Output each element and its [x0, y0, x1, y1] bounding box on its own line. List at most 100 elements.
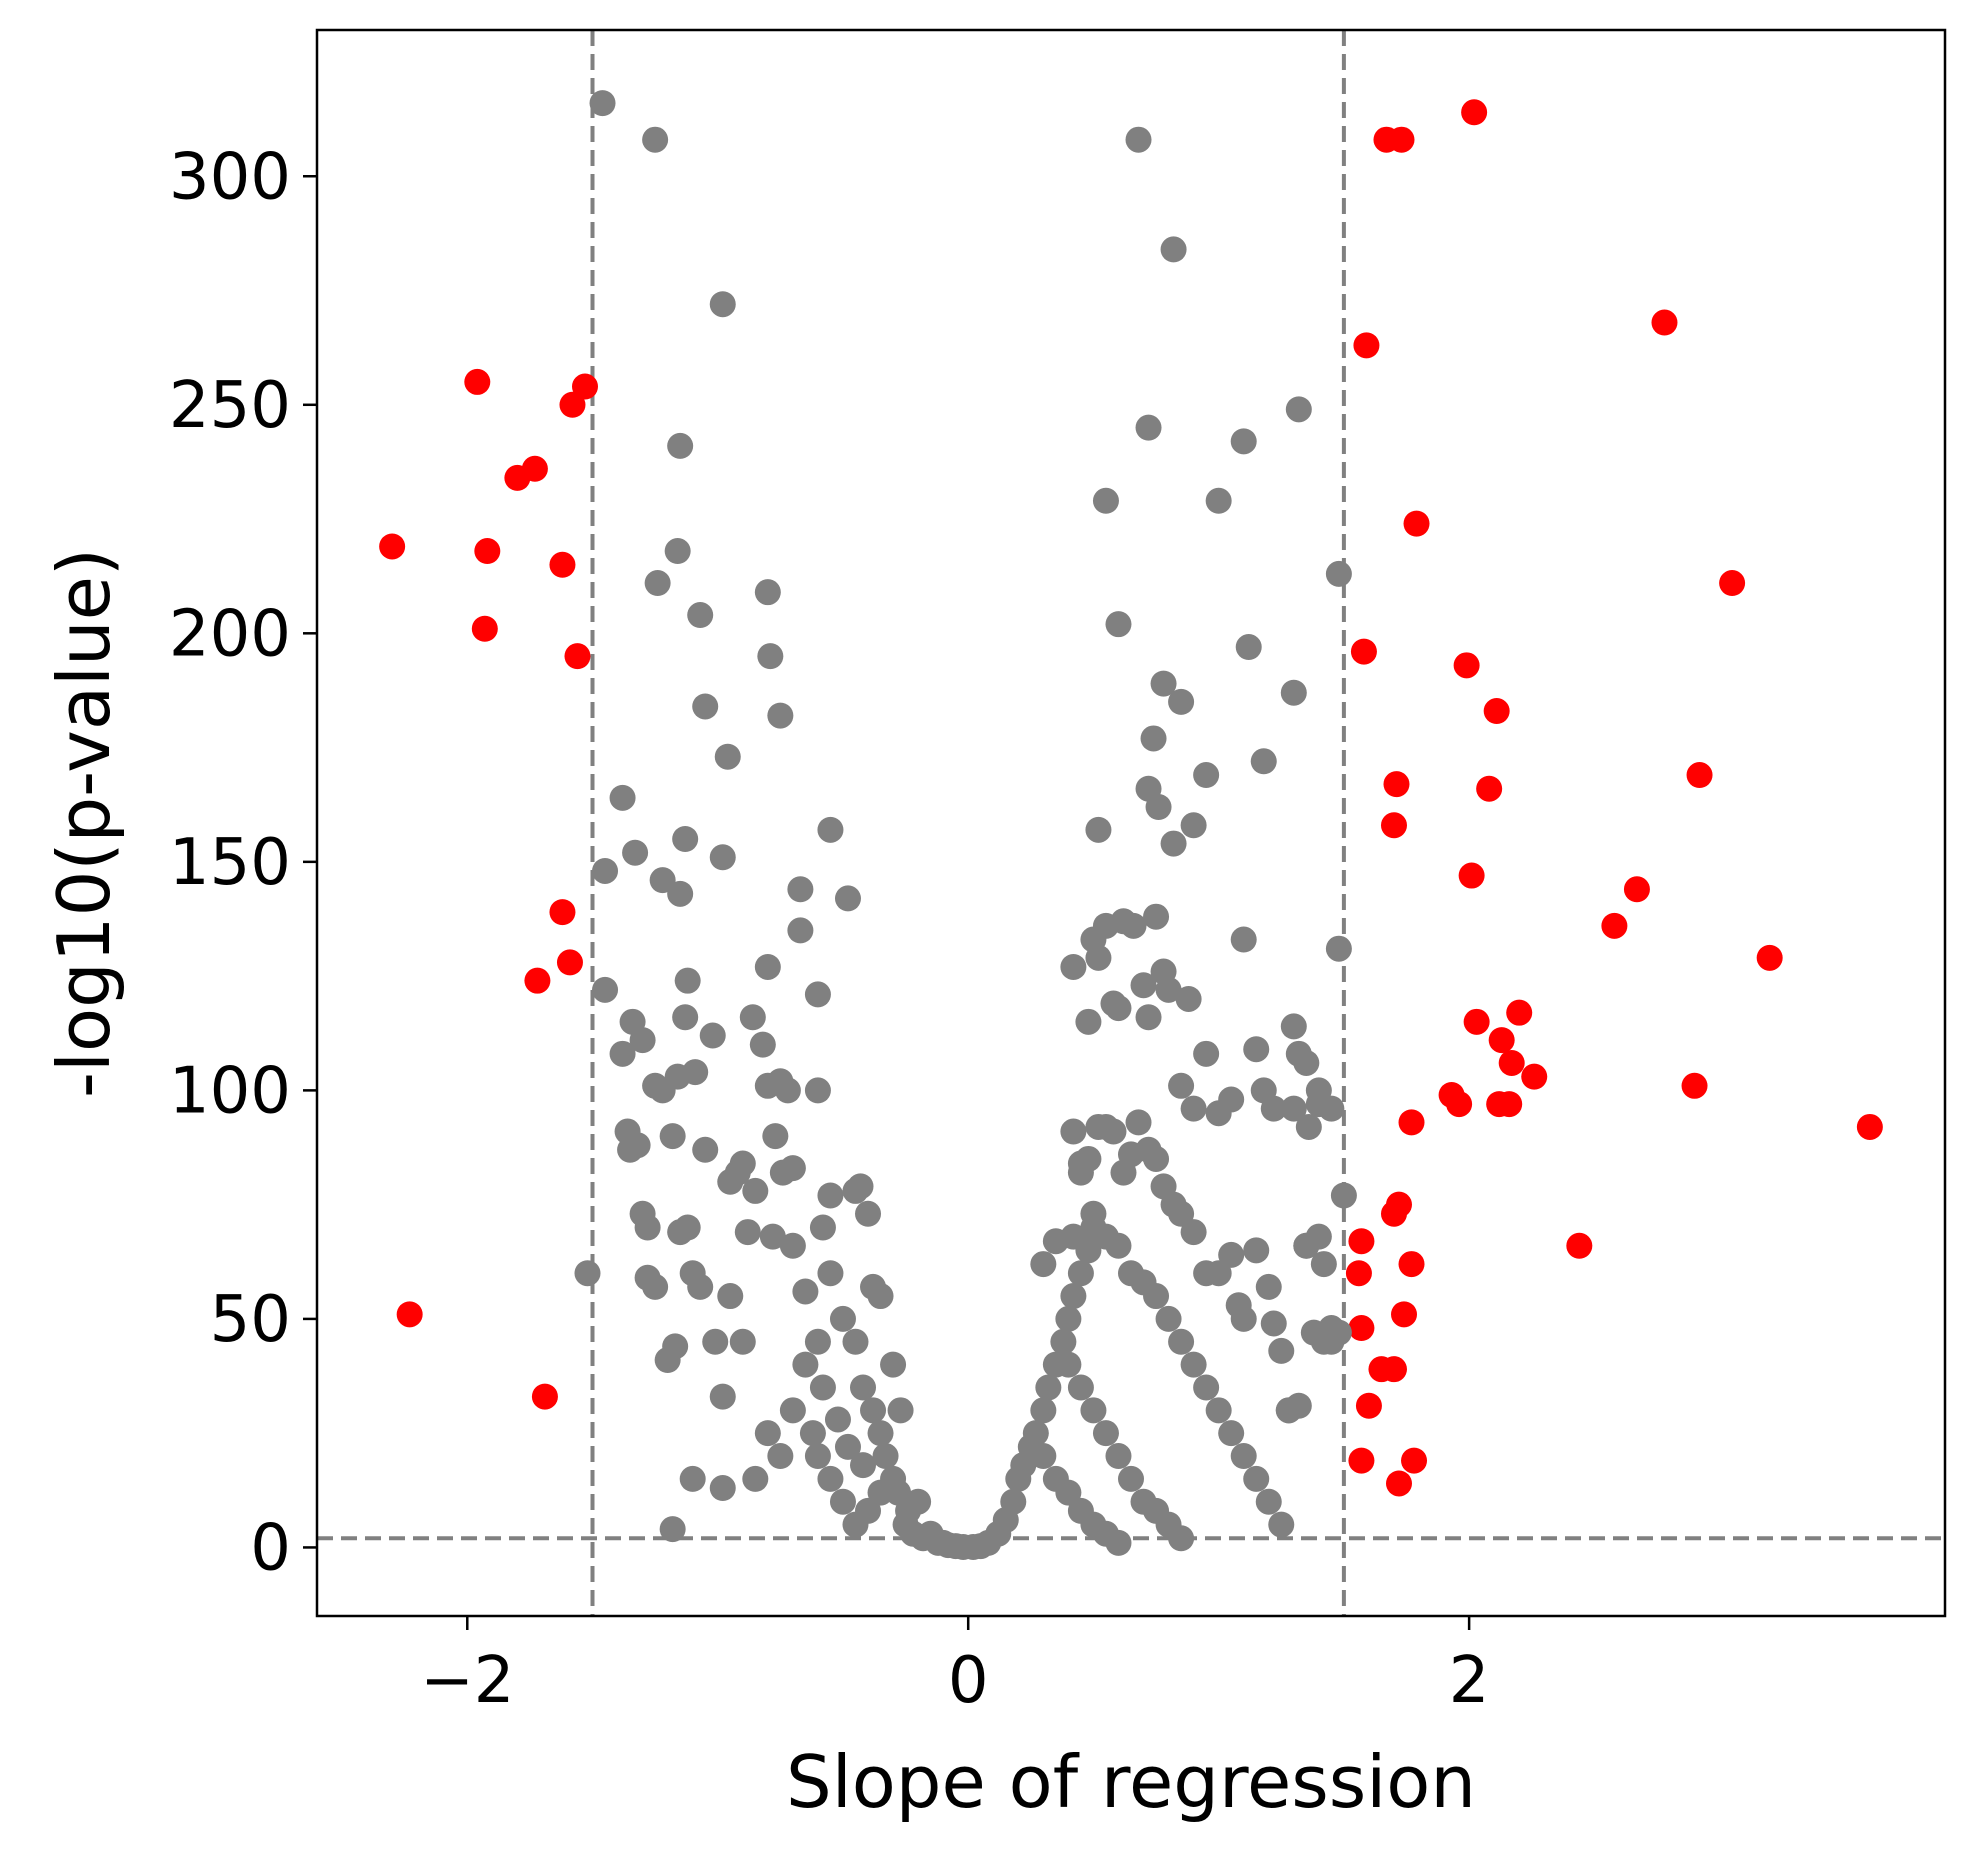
y-tick-label-0: 0 — [250, 1511, 291, 1585]
data-point-s0-56 — [1719, 570, 1746, 597]
data-point-s0-2 — [464, 368, 491, 395]
data-point-s1-53 — [787, 876, 814, 903]
data-point-s1-196 — [1243, 1036, 1270, 1063]
data-point-s1-159 — [1205, 1260, 1232, 1287]
y-tick-label-6: 300 — [169, 140, 291, 214]
data-point-s1-227 — [1080, 1200, 1107, 1227]
data-point-s1-132 — [1030, 1397, 1057, 1424]
data-point-s1-143 — [1060, 1223, 1087, 1250]
data-point-s1-115 — [855, 1497, 882, 1524]
data-point-s0-13 — [564, 643, 591, 670]
data-point-s1-117 — [799, 1420, 826, 1447]
data-point-s0-29 — [1385, 1470, 1412, 1497]
data-point-s1-54 — [787, 917, 814, 944]
data-point-s1-86 — [779, 1232, 806, 1259]
data-point-s1-136 — [1055, 1305, 1082, 1332]
data-point-s1-176 — [1075, 1008, 1102, 1035]
data-point-s1-195 — [1230, 926, 1257, 953]
data-point-s0-42 — [1476, 775, 1503, 802]
data-point-s0-54 — [1681, 1072, 1708, 1099]
data-point-s1-259 — [1105, 1529, 1132, 1556]
data-point-s1-59 — [834, 885, 861, 912]
data-point-s1-24 — [674, 967, 701, 994]
data-point-s0-38 — [1453, 652, 1480, 679]
data-point-s1-184 — [1130, 972, 1157, 999]
data-point-s1-248 — [1118, 1465, 1144, 1492]
data-point-s1-220 — [1325, 560, 1352, 587]
data-point-s1-58 — [817, 1182, 844, 1209]
data-point-s1-43 — [734, 1219, 761, 1246]
data-point-s1-247 — [1105, 1443, 1132, 1470]
data-point-s1-174 — [1330, 1182, 1357, 1209]
data-point-s1-171 — [1310, 1251, 1337, 1278]
data-point-s0-41 — [1463, 1008, 1490, 1035]
data-point-s1-34 — [702, 1328, 729, 1355]
data-point-s1-118 — [809, 1374, 836, 1401]
data-point-s0-4 — [474, 538, 501, 565]
data-point-s1-181 — [1105, 995, 1132, 1022]
data-point-s1-192 — [1193, 1040, 1220, 1067]
data-point-s1-127 — [1000, 1488, 1027, 1515]
data-point-s1-232 — [1143, 1283, 1170, 1310]
x-tick-label-1: 0 — [948, 1644, 989, 1718]
data-point-s1-135 — [1050, 1328, 1077, 1355]
data-point-s0-30 — [1388, 126, 1415, 153]
data-point-s1-23 — [667, 880, 694, 907]
data-point-s1-78 — [757, 643, 784, 670]
data-point-s1-211 — [1168, 688, 1195, 715]
data-point-s1-95 — [867, 1420, 894, 1447]
data-point-s1-148 — [1100, 1118, 1127, 1145]
data-point-s0-26 — [1383, 771, 1410, 798]
data-point-s1-17 — [649, 867, 676, 894]
data-point-s0-37 — [1446, 1091, 1473, 1118]
data-point-s0-19 — [1353, 332, 1380, 359]
data-point-s0-17 — [1345, 1260, 1372, 1287]
data-point-s1-212 — [1180, 812, 1207, 839]
data-point-s1-10 — [617, 1136, 644, 1163]
data-point-s1-92 — [842, 1328, 869, 1355]
data-point-s1-209 — [1150, 670, 1177, 697]
data-point-s1-91 — [829, 1305, 856, 1332]
data-point-s0-11 — [556, 949, 583, 976]
data-point-s0-20 — [1355, 1392, 1382, 1419]
data-point-s1-218 — [1280, 679, 1307, 706]
data-point-s0-53 — [1651, 309, 1678, 336]
data-point-s1-210 — [1160, 830, 1187, 857]
x-axis-ticks: −2 0 2 — [420, 1616, 1489, 1718]
data-point-s0-16 — [1348, 1315, 1375, 1342]
data-point-s1-178 — [1085, 944, 1112, 971]
data-point-s1-215 — [1230, 428, 1257, 455]
data-point-s1-234 — [1168, 1328, 1195, 1355]
data-point-s1-223 — [1135, 414, 1162, 441]
data-point-s1-26 — [682, 1059, 709, 1086]
data-point-s1-55 — [804, 1077, 831, 1104]
data-point-s1-25 — [672, 1004, 699, 1031]
data-point-s1-61 — [847, 1173, 874, 1200]
x-tick-label-0: −2 — [420, 1644, 514, 1718]
data-point-s1-242 — [1268, 1511, 1295, 1538]
data-point-s1-222 — [1125, 126, 1152, 153]
data-point-s1-79 — [767, 702, 794, 729]
data-point-s1-35 — [709, 1383, 736, 1410]
y-tick-label-2: 100 — [169, 1054, 291, 1128]
data-point-s1-18 — [659, 1123, 686, 1150]
data-point-s1-71 — [642, 126, 669, 153]
y-axis-title: -log10(p-value) — [42, 548, 126, 1098]
data-point-s1-191 — [1180, 1095, 1207, 1122]
data-point-s1-68 — [905, 1488, 932, 1515]
data-point-s1-233 — [1155, 1305, 1182, 1332]
data-point-s1-106 — [792, 1351, 819, 1378]
data-point-s0-57 — [1756, 944, 1783, 971]
data-point-s1-111 — [804, 1443, 831, 1470]
data-point-s1-33 — [687, 1273, 714, 1300]
data-point-s1-107 — [779, 1397, 806, 1424]
data-point-s1-236 — [1193, 1374, 1220, 1401]
data-point-s1-133 — [1035, 1374, 1062, 1401]
data-point-s1-39 — [709, 844, 736, 871]
data-point-s1-229 — [1105, 1232, 1132, 1259]
data-point-s1-27 — [692, 693, 719, 720]
data-point-s1-205 — [1105, 611, 1132, 638]
data-point-s1-65 — [880, 1351, 907, 1378]
data-point-s0-45 — [1488, 1027, 1515, 1054]
